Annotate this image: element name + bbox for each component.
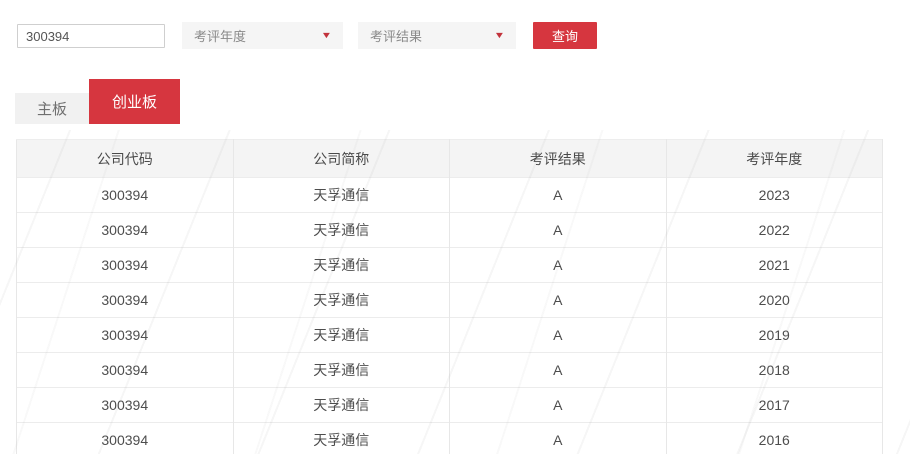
header-company-code: 公司代码 <box>16 139 234 178</box>
table-row: 300394 天孚通信 A 2023 <box>16 177 883 213</box>
cell-company-code: 300394 <box>16 352 234 388</box>
company-code-input[interactable] <box>17 24 165 48</box>
cell-eval-year: 2022 <box>666 212 883 248</box>
cell-company-name: 天孚通信 <box>233 387 450 423</box>
table-row: 300394 天孚通信 A 2022 <box>16 212 883 248</box>
cell-eval-result: A <box>449 422 667 454</box>
table-header-row: 公司代码 公司简称 考评结果 考评年度 <box>16 139 883 178</box>
chevron-down-icon: ▼ <box>320 30 333 40</box>
cell-company-name: 天孚通信 <box>233 212 450 248</box>
cell-eval-year: 2020 <box>666 282 883 318</box>
board-tabs: 主板 创业板 <box>15 79 180 124</box>
cell-eval-result: A <box>449 317 667 353</box>
cell-company-name: 天孚通信 <box>233 247 450 283</box>
cell-company-code: 300394 <box>16 247 234 283</box>
cell-company-name: 天孚通信 <box>233 352 450 388</box>
eval-year-dropdown-label: 考评年度 <box>194 29 247 44</box>
cell-company-name: 天孚通信 <box>233 177 450 213</box>
cell-company-code: 300394 <box>16 317 234 353</box>
table-body: 300394 天孚通信 A 2023 300394 天孚通信 A 2022 30… <box>16 177 883 454</box>
tab-main-board[interactable]: 主板 <box>15 93 89 124</box>
eval-result-dropdown[interactable]: 考评结果 ▼ <box>358 22 516 49</box>
cell-company-name: 天孚通信 <box>233 422 450 454</box>
eval-year-dropdown[interactable]: 考评年度 ▼ <box>182 22 343 49</box>
cell-company-code: 300394 <box>16 422 234 454</box>
cell-company-code: 300394 <box>16 387 234 423</box>
cell-eval-year: 2017 <box>666 387 883 423</box>
cell-eval-result: A <box>449 247 667 283</box>
cell-company-code: 300394 <box>16 212 234 248</box>
table-row: 300394 天孚通信 A 2020 <box>16 282 883 318</box>
cell-company-name: 天孚通信 <box>233 282 450 318</box>
table-row: 300394 天孚通信 A 2019 <box>16 317 883 353</box>
table-row: 300394 天孚通信 A 2018 <box>16 352 883 388</box>
cell-company-name: 天孚通信 <box>233 317 450 353</box>
cell-eval-year: 2018 <box>666 352 883 388</box>
table-row: 300394 天孚通信 A 2021 <box>16 247 883 283</box>
cell-eval-year: 2016 <box>666 422 883 454</box>
chevron-down-icon: ▼ <box>493 30 506 40</box>
cell-eval-result: A <box>449 282 667 318</box>
header-eval-result: 考评结果 <box>449 139 667 178</box>
query-button[interactable]: 查询 <box>533 22 597 49</box>
cell-company-code: 300394 <box>16 177 234 213</box>
cell-eval-year: 2019 <box>666 317 883 353</box>
cell-eval-result: A <box>449 177 667 213</box>
table-row: 300394 天孚通信 A 2016 <box>16 422 883 454</box>
header-eval-year: 考评年度 <box>666 139 883 178</box>
cell-eval-result: A <box>449 352 667 388</box>
cell-eval-result: A <box>449 387 667 423</box>
table-row: 300394 天孚通信 A 2017 <box>16 387 883 423</box>
cell-eval-year: 2021 <box>666 247 883 283</box>
evaluation-results-table: 公司代码 公司简称 考评结果 考评年度 300394 天孚通信 A 2023 3… <box>16 139 883 454</box>
tab-chinext[interactable]: 创业板 <box>89 79 180 124</box>
cell-eval-result: A <box>449 212 667 248</box>
header-company-name: 公司简称 <box>233 139 450 178</box>
eval-result-dropdown-label: 考评结果 <box>370 29 423 44</box>
cell-company-code: 300394 <box>16 282 234 318</box>
cell-eval-year: 2023 <box>666 177 883 213</box>
